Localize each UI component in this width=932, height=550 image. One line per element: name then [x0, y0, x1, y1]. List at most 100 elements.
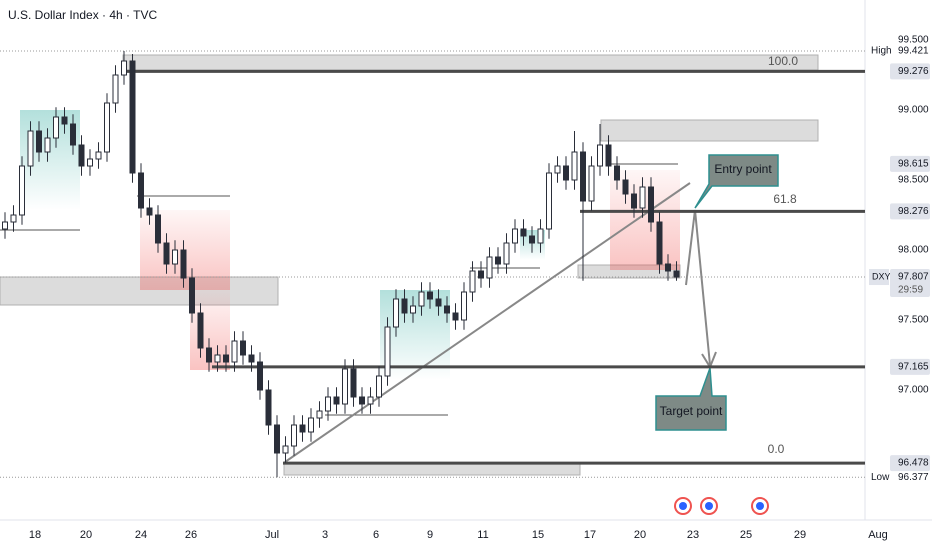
x-tick-label: 11: [477, 529, 488, 541]
candle-body: [27, 130, 34, 167]
candle-body: [554, 165, 561, 174]
x-tick-label: 20: [80, 529, 92, 541]
candle-body: [180, 249, 187, 279]
zone: [122, 54, 819, 71]
trend-line: [284, 182, 691, 463]
candle-body: [274, 424, 280, 454]
candle-body: [435, 298, 442, 307]
current-value: 97.807: [898, 272, 929, 283]
candle-body: [665, 263, 671, 272]
candle-body: [648, 186, 654, 223]
current-name: DXY: [872, 271, 891, 281]
price-tag-label: 99.276: [898, 66, 929, 77]
event-icons: [674, 497, 769, 515]
x-tick-label: 17: [584, 529, 596, 541]
candle-body: [138, 172, 144, 209]
price-tag: [890, 455, 930, 472]
countdown: 29:59: [898, 285, 923, 296]
candle-body: [189, 277, 195, 314]
extreme-tag: High: [871, 46, 892, 57]
candle-body: [44, 137, 51, 153]
candle-body: [61, 116, 68, 125]
candle-body: [197, 312, 204, 349]
candle-body: [87, 158, 93, 167]
candle-body: [36, 130, 42, 153]
price-tag-label: 98.276: [898, 206, 929, 217]
candle-body: [257, 361, 263, 391]
candle-body: [605, 144, 612, 167]
candle-body: [401, 298, 408, 314]
x-tick-label: 29: [794, 529, 806, 541]
candle-body: [19, 165, 25, 216]
candle-body: [308, 417, 314, 433]
candle-body: [631, 193, 637, 209]
candle-body: [469, 270, 476, 293]
candle-body: [529, 235, 535, 244]
x-tick-label: 26: [185, 529, 197, 541]
chart-title: U.S. Dollar Index · 4h · TVC: [8, 8, 157, 22]
candle-body: [563, 165, 569, 181]
candle-body: [656, 221, 663, 265]
candle-body: [163, 242, 170, 265]
x-tick-label: 23: [687, 529, 699, 541]
candle-body: [486, 256, 493, 279]
candle-body: [588, 165, 595, 202]
x-tick-label: 24: [135, 529, 147, 541]
candle-body: [580, 151, 586, 202]
candle-body: [240, 340, 246, 356]
candle-body: [342, 368, 348, 405]
price-tag-label: 97.165: [898, 362, 929, 373]
candle-body: [503, 242, 510, 265]
candle-body: [376, 375, 382, 398]
candle-body: [129, 60, 136, 174]
candle-body: [427, 291, 433, 300]
candle-body: [316, 410, 323, 419]
current-tag: [869, 269, 889, 286]
current-box: [890, 269, 930, 298]
price-tag-label: 96.478: [898, 458, 929, 469]
callout: [655, 367, 727, 431]
candle-body: [206, 347, 212, 363]
x-tick-label: 25: [740, 529, 752, 541]
x-tick-label: Jul: [265, 529, 279, 541]
candle-body: [10, 214, 17, 223]
candle-body: [172, 249, 178, 265]
annotation: Target point: [660, 404, 723, 418]
candle-body: [393, 298, 399, 328]
y-tick-label: 98.000: [898, 245, 929, 256]
candle-body: [461, 291, 467, 321]
candle-body: [359, 396, 365, 405]
candle-body: [597, 144, 603, 167]
candle-body: [70, 123, 76, 146]
zone: [283, 462, 581, 476]
candle-body: [146, 207, 153, 216]
candle-body: [495, 256, 501, 265]
candle-body: [622, 179, 629, 195]
extreme-value: 99.421: [898, 46, 929, 57]
x-tick-label: 20: [634, 529, 646, 541]
candle-body: [673, 270, 680, 278]
candle-body: [291, 424, 297, 447]
fib-label: 61.8: [773, 192, 797, 206]
price-tag: [890, 358, 930, 375]
x-tick-label: 6: [373, 529, 379, 541]
candle-body: [333, 396, 340, 405]
price-tag: [890, 203, 930, 220]
candle-body: [546, 172, 552, 230]
x-tick-label: 3: [322, 529, 328, 541]
candle-body: [520, 228, 527, 237]
candle-body: [537, 228, 544, 244]
price-tag: [890, 155, 930, 172]
candle-body: [53, 116, 59, 139]
candle-body: [350, 368, 357, 398]
y-tick-label: 99.000: [898, 105, 929, 116]
candle-body: [410, 305, 416, 314]
candle-body: [95, 151, 102, 160]
y-tick-label: 97.500: [898, 315, 929, 326]
candle-body: [282, 445, 289, 454]
path-arrow: [685, 209, 711, 366]
extreme-tag: Low: [871, 472, 890, 483]
annotation: Entry point: [714, 162, 772, 176]
price-tag: [890, 63, 930, 80]
